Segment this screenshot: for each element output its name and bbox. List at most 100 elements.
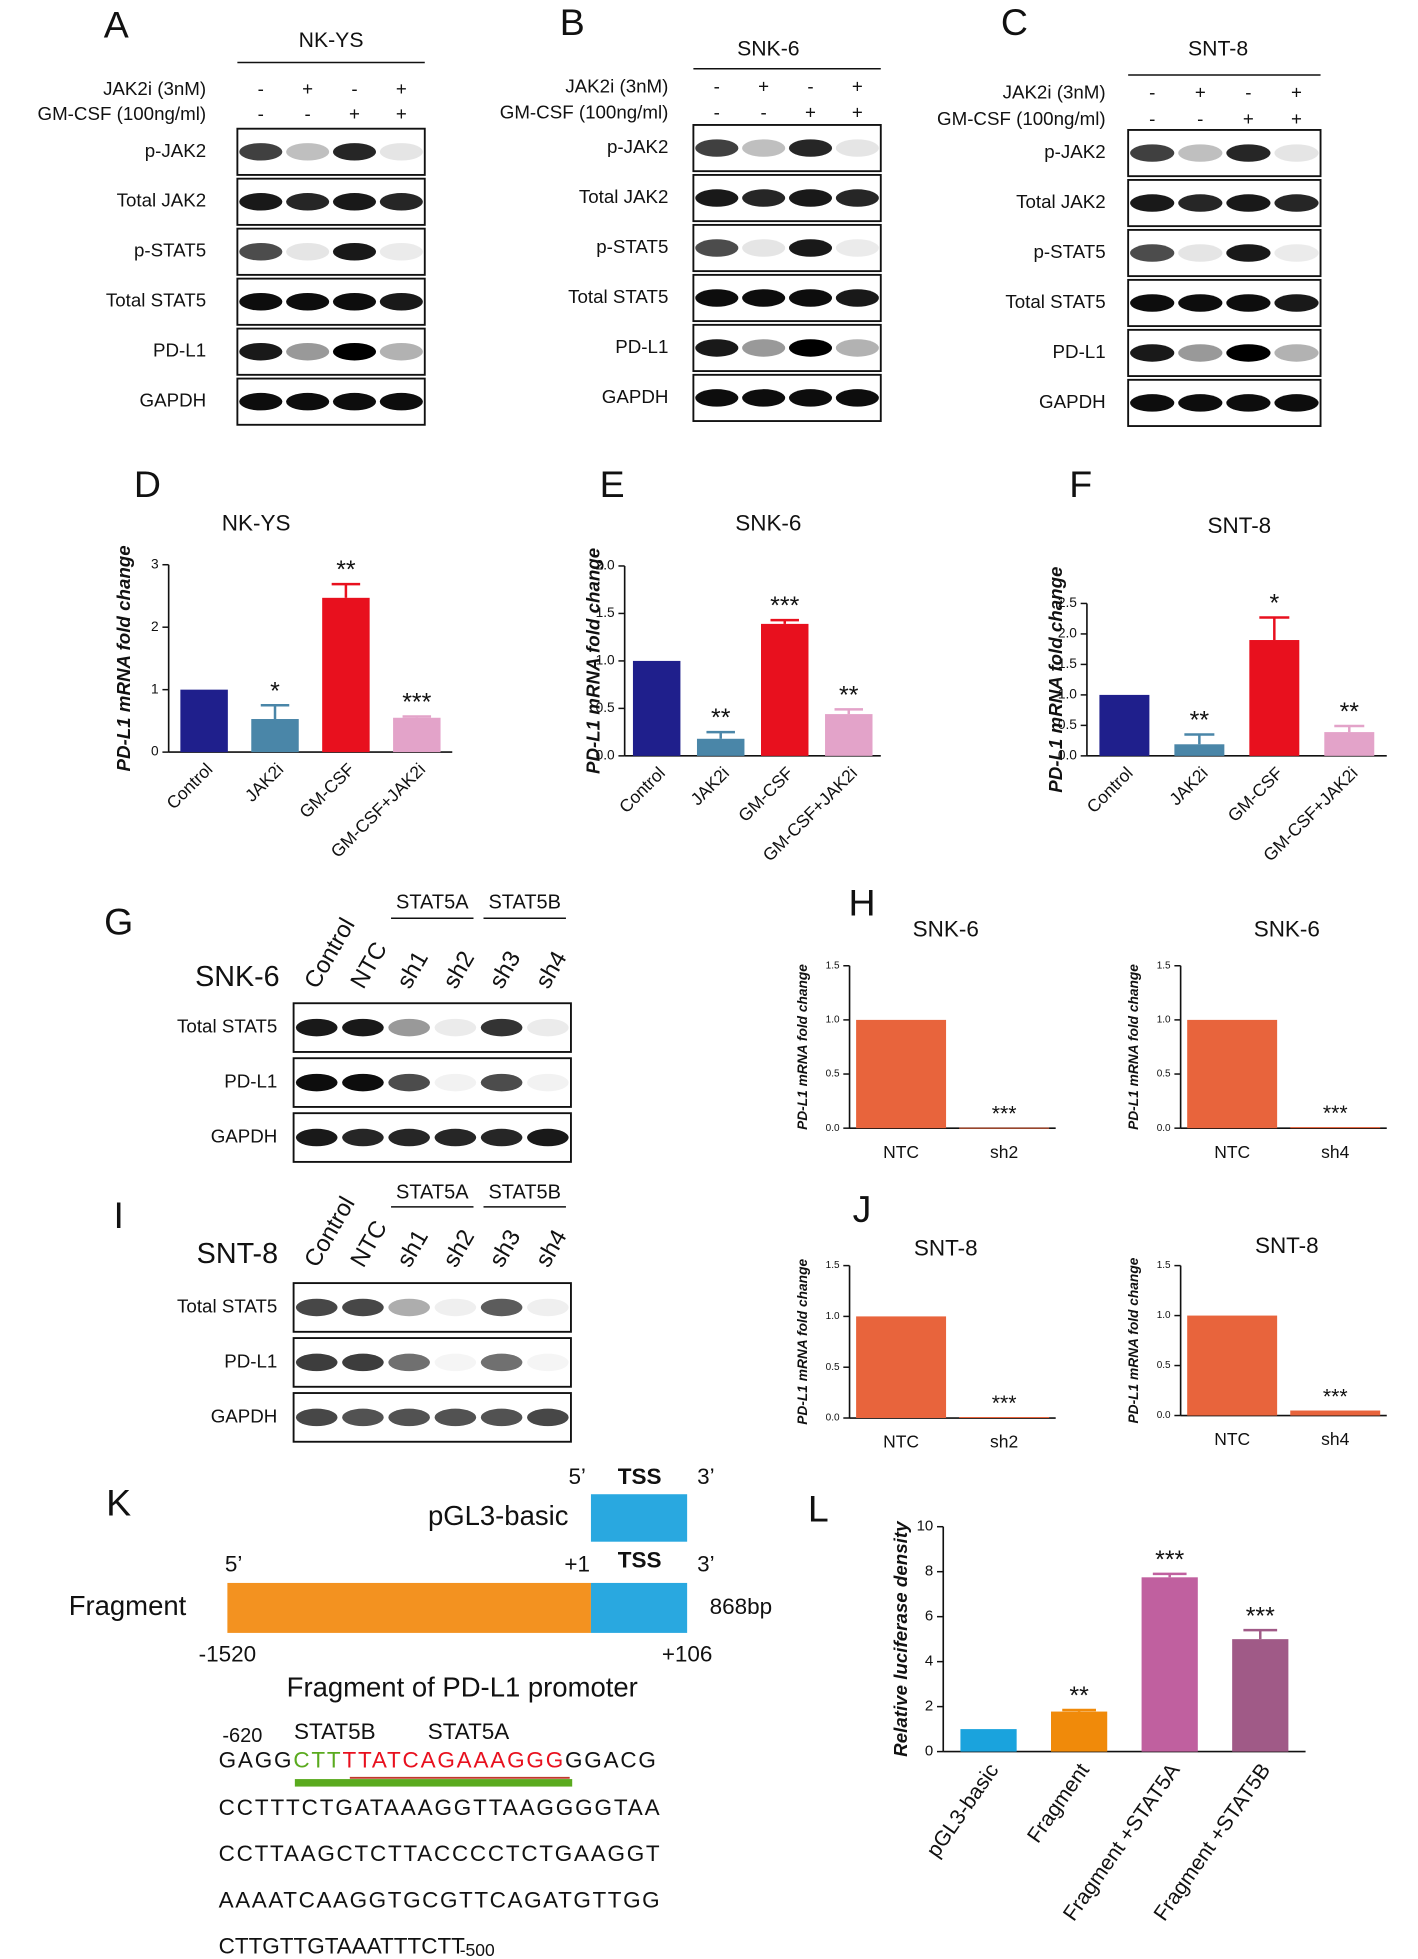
blot-frame (292, 1057, 572, 1108)
band (835, 339, 879, 357)
band (434, 1298, 477, 1317)
y-tick-label: 6 (925, 1608, 933, 1625)
band (742, 389, 786, 407)
blot-frame (292, 1392, 572, 1443)
y-tick-label: 1.0 (596, 653, 615, 668)
bar (761, 623, 809, 756)
condition-sign: - (258, 103, 264, 124)
band (239, 292, 283, 311)
bar (856, 1019, 947, 1129)
bar (1290, 1410, 1381, 1416)
three-prime: 3’ (697, 1464, 714, 1489)
sequence-line: CCTTAAGCTCTTACCCCTCTGAAGGT (219, 1841, 660, 1866)
error-bar (331, 582, 361, 598)
condition-label: GM-CSF (100ng/ml) (38, 103, 207, 124)
band (332, 143, 377, 161)
band (1130, 244, 1175, 262)
condition-sign: + (1291, 82, 1302, 103)
band (695, 139, 739, 157)
band (295, 1408, 338, 1427)
bar (1232, 1639, 1289, 1752)
band (480, 1018, 523, 1037)
band (239, 193, 283, 211)
band (1226, 244, 1271, 262)
band (379, 342, 423, 361)
band (480, 1073, 523, 1092)
y-tick-label: 1.0 (826, 1015, 840, 1026)
fragment-label: Fragment (69, 1590, 187, 1621)
sequence-line: AAAATCAAGGTGCGTTCAGATGTTGG (219, 1887, 660, 1912)
significance-label: ** (839, 681, 859, 709)
bar (1249, 640, 1300, 756)
band (434, 1353, 477, 1372)
band (1130, 144, 1175, 162)
seq-end: -500 (460, 1940, 495, 1959)
y-tick-label: 2.5 (1058, 595, 1077, 610)
group-label: STAT5B (488, 892, 560, 914)
band (388, 1018, 430, 1037)
band (1226, 394, 1271, 412)
band (286, 392, 330, 411)
band (332, 193, 377, 211)
significance-label: * (1269, 590, 1279, 618)
significance-label: *** (1155, 1546, 1184, 1574)
y-tick-label: 0.0 (826, 1123, 840, 1134)
y-tick-label: 1.0 (1157, 1310, 1171, 1321)
panel-letter: A (104, 3, 129, 45)
y-tick-label: 0.0 (1157, 1123, 1171, 1134)
band (1226, 194, 1271, 212)
y-tick-label: 0 (925, 1743, 933, 1760)
band (379, 243, 423, 261)
bar (856, 1316, 947, 1419)
y-axis-label: PD-L1 mRNA fold change (1126, 964, 1141, 1130)
band (434, 1018, 477, 1037)
tss-label: TSS (618, 1548, 662, 1573)
band (342, 1073, 384, 1092)
condition-label: JAK2i (3nM) (565, 75, 668, 96)
band (239, 342, 283, 361)
y-tick-label: 1.0 (826, 1311, 840, 1322)
blot-frame (292, 1002, 572, 1053)
band (742, 339, 786, 357)
three-prime: 3’ (697, 1551, 714, 1576)
vector-label: pGL3-basic (428, 1500, 569, 1531)
y-tick-label: 0.0 (596, 747, 615, 762)
x-tick-label: NTC (883, 1432, 919, 1452)
band (1178, 294, 1223, 312)
blot-frame (292, 1282, 572, 1333)
band (332, 292, 377, 311)
panel-letter: G (104, 900, 133, 942)
blot-row-label: PD-L1 (224, 1071, 277, 1092)
error-bar (1259, 616, 1290, 641)
y-tick-label: 3 (151, 556, 159, 571)
y-axis-label: Relative luciferase density (890, 1520, 911, 1757)
band (1274, 294, 1319, 312)
band (835, 389, 879, 407)
band (388, 1128, 430, 1147)
five-prime: 5’ (568, 1464, 586, 1489)
group-label: STAT5B (488, 1181, 560, 1203)
blot-row-label: GAPDH (211, 1405, 278, 1426)
band (527, 1408, 569, 1427)
blot-row-label: Total STAT5 (177, 1295, 277, 1316)
significance-label: * (270, 677, 280, 705)
error-bar (1184, 733, 1215, 745)
condition-sign: + (1243, 108, 1254, 129)
band (527, 1298, 569, 1317)
condition-sign: + (1291, 108, 1302, 129)
bar (1187, 1315, 1278, 1416)
chart-title: SNK-6 (735, 511, 801, 536)
y-tick-label: 1 (151, 681, 159, 696)
bar (393, 717, 441, 753)
error-bar (770, 618, 799, 624)
significance-label: ** (1190, 707, 1210, 735)
blot-title: SNK-6 (737, 38, 799, 61)
sequence-segment: GGACG (565, 1748, 656, 1773)
chart-title: SNT-8 (914, 1235, 978, 1260)
band (788, 339, 833, 357)
band (342, 1353, 384, 1372)
blot-row-label: Total JAK2 (579, 186, 669, 207)
significance-label: ** (1340, 698, 1360, 726)
bar (1099, 694, 1150, 756)
